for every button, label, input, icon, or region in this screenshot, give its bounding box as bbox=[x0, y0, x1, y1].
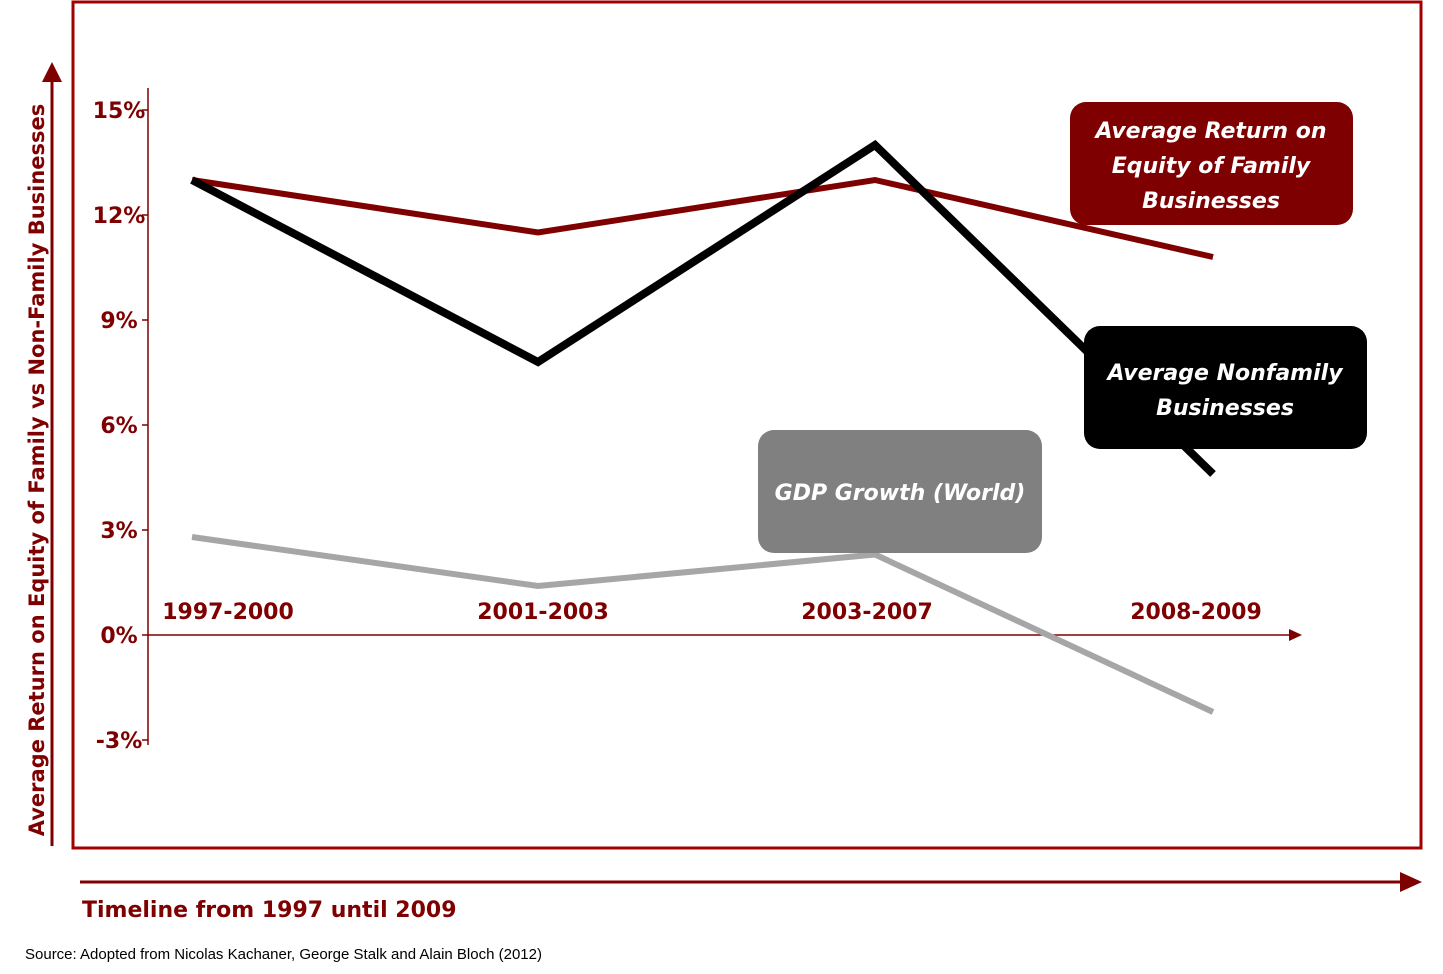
x-category-label: 1997-2000 bbox=[162, 600, 294, 625]
nonfamily-callout: Average Nonfamily Businesses bbox=[1084, 326, 1367, 449]
series-lines bbox=[190, 139, 1216, 715]
family-roe-line bbox=[191, 176, 1214, 260]
y-tick-label: 3% bbox=[100, 519, 137, 544]
family-callout: Average Return on Equity of Family Busines… bbox=[1070, 102, 1353, 225]
chart-frame bbox=[71, 0, 1423, 850]
family-callout-text: Businesses bbox=[1142, 189, 1280, 214]
nonfamily-callout-box bbox=[1084, 326, 1367, 449]
x-category-label: 2008-2009 bbox=[1130, 600, 1262, 625]
y-ticks: 15% 12% 9% 6% 3% 0% -3% bbox=[93, 99, 148, 754]
y-title-arrow-head bbox=[42, 62, 62, 82]
y-tick-label: 6% bbox=[100, 414, 137, 439]
x-category-label: 2001-2003 bbox=[477, 600, 609, 625]
y-tick-label: 12% bbox=[93, 204, 146, 229]
y-tick-label: 0% bbox=[100, 624, 137, 649]
nonfamily-callout-text: Businesses bbox=[1156, 396, 1294, 421]
timeline-arrow-head bbox=[1400, 872, 1422, 892]
nonfamily-callout-text: Average Nonfamily bbox=[1105, 361, 1344, 386]
gdp-growth-line bbox=[191, 534, 1215, 715]
family-callout-text: Average Return on bbox=[1094, 119, 1327, 144]
family-callout-box bbox=[1070, 102, 1353, 225]
x-categories: 1997-2000 2001-2003 2003-2007 2008-2009 bbox=[162, 600, 1262, 625]
y-tick-label: 9% bbox=[100, 309, 137, 334]
y-tick-label: -3% bbox=[96, 729, 142, 754]
gdp-callout: GDP Growth (World) bbox=[758, 430, 1042, 553]
y-tick-label: 15% bbox=[93, 99, 146, 124]
x-axis-arrow-head bbox=[1289, 629, 1302, 641]
gdp-callout-box bbox=[758, 430, 1042, 553]
series-callouts: Average Return on Equity of Family Busines… bbox=[758, 102, 1367, 553]
x-axis-title: Timeline from 1997 until 2009 bbox=[82, 898, 457, 923]
source-note: Source: Adopted from Nicolas Kachaner, G… bbox=[25, 946, 542, 963]
gdp-callout-text: GDP Growth (World) bbox=[775, 481, 1026, 506]
y-axis-title: Average Return on Equity of Family vs No… bbox=[25, 104, 49, 837]
nonfamily-roe-line bbox=[190, 139, 1216, 477]
x-category-label: 2003-2007 bbox=[801, 600, 933, 625]
family-callout-text: Equity of Family bbox=[1112, 154, 1312, 179]
